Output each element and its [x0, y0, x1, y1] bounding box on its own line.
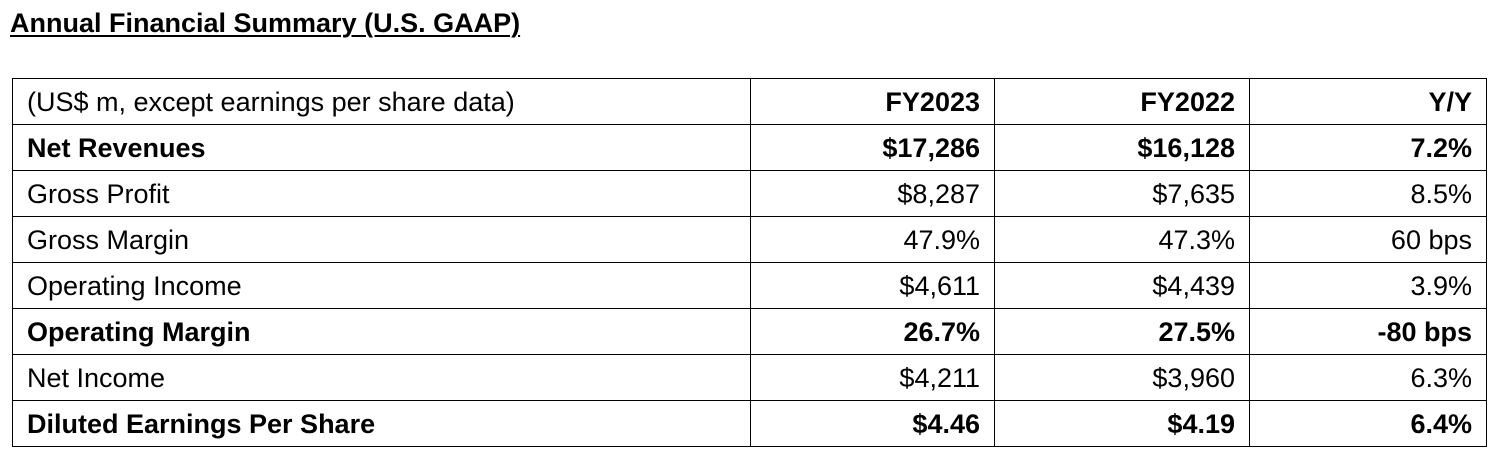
fy2022-value: 47.3% [994, 216, 1250, 263]
fy2023-value: $17,286 [750, 124, 995, 171]
financial-summary-table: (US$ m, except earnings per share data) … [12, 78, 1487, 447]
fy2023-value: $4,611 [750, 262, 995, 309]
row-label: Operating Income [12, 262, 751, 309]
table-row-gross-margin: Gross Margin 47.9% 47.3% 60 bps [12, 216, 1487, 263]
row-label: Net Revenues [12, 124, 751, 171]
table-row-net-income: Net Income $4,211 $3,960 6.3% [12, 354, 1487, 401]
row-label: Net Income [12, 354, 751, 401]
yy-value: 3.9% [1249, 262, 1487, 309]
row-label: Gross Margin [12, 216, 751, 263]
table-row-operating-margin: Operating Margin 26.7% 27.5% -80 bps [12, 308, 1487, 355]
document-title: Annual Financial Summary (U.S. GAAP) [10, 8, 521, 38]
table-header-row: (US$ m, except earnings per share data) … [12, 78, 1487, 125]
fy2023-value: 26.7% [750, 308, 995, 355]
fy2022-value: $4,439 [994, 262, 1250, 309]
yy-value: 7.2% [1249, 124, 1487, 171]
fy2022-value: $4.19 [994, 400, 1250, 447]
fy2022-value: $3,960 [994, 354, 1250, 401]
yy-value: -80 bps [1249, 308, 1487, 355]
fy2023-header-cell: FY2023 [750, 78, 995, 125]
table-row-operating-income: Operating Income $4,611 $4,439 3.9% [12, 262, 1487, 309]
fy2022-header-cell: FY2022 [994, 78, 1250, 125]
fy2022-value: 27.5% [994, 308, 1250, 355]
table-row-diluted-eps: Diluted Earnings Per Share $4.46 $4.19 6… [12, 400, 1487, 447]
yy-value: 6.4% [1249, 400, 1487, 447]
table-row-net-revenues: Net Revenues $17,286 $16,128 7.2% [12, 124, 1487, 171]
fy2023-value: 47.9% [750, 216, 995, 263]
row-label: Gross Profit [12, 170, 751, 217]
fy2022-value: $16,128 [994, 124, 1250, 171]
yy-value: 6.3% [1249, 354, 1487, 401]
fy2022-value: $7,635 [994, 170, 1250, 217]
fy2023-value: $4,211 [750, 354, 995, 401]
row-label: Diluted Earnings Per Share [12, 400, 751, 447]
yy-value: 60 bps [1249, 216, 1487, 263]
units-header-cell: (US$ m, except earnings per share data) [12, 78, 751, 125]
fy2023-value: $4.46 [750, 400, 995, 447]
table-row-gross-profit: Gross Profit $8,287 $7,635 8.5% [12, 170, 1487, 217]
row-label: Operating Margin [12, 308, 751, 355]
yy-header-cell: Y/Y [1249, 78, 1487, 125]
fy2023-value: $8,287 [750, 170, 995, 217]
yy-value: 8.5% [1249, 170, 1487, 217]
